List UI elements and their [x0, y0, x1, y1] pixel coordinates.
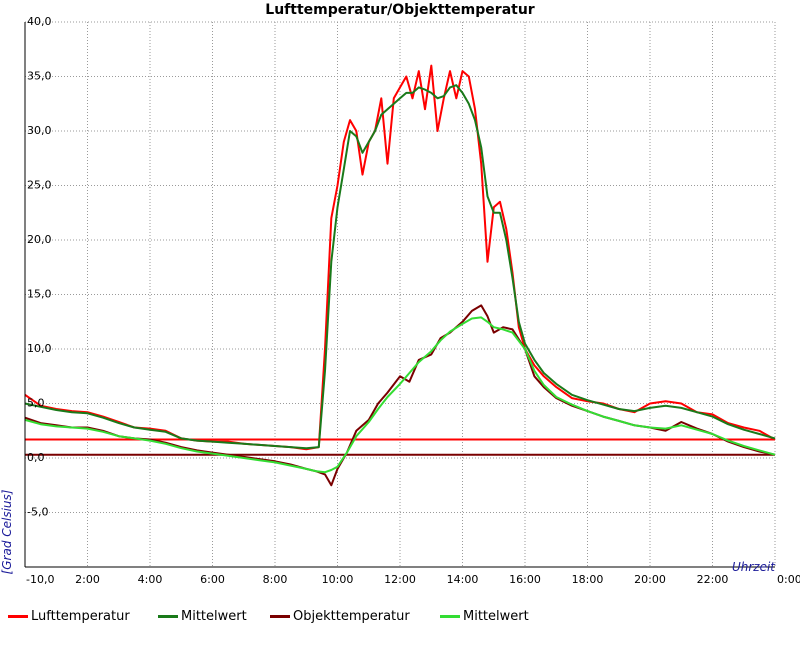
y-tick-label: 15,0: [27, 288, 52, 301]
legend-swatch: [158, 614, 178, 618]
axes: [24, 22, 775, 568]
y-tick-label: 10,0: [27, 342, 52, 355]
legend-label: Lufttemperatur: [31, 608, 130, 624]
legend: Lufttemperatur Mittelwert Objekttemperatur…: [0, 605, 800, 629]
x-tick-label: 22:00: [697, 573, 729, 586]
y-tick-label: 25,0: [27, 179, 52, 192]
legend-swatch: [8, 614, 28, 618]
y-tick-label: 35,0: [27, 70, 52, 83]
legend-swatch: [440, 614, 460, 618]
x-tick-label: 16:00: [509, 573, 541, 586]
series-line-2: [24, 84, 776, 450]
legend-item: Mittelwert: [158, 605, 247, 627]
legend-label: Mittelwert: [463, 608, 529, 624]
x-tick-label: 8:00: [263, 573, 288, 586]
legend-item: Objekttemperatur: [270, 605, 410, 627]
legend-label: Objekttemperatur: [293, 608, 410, 624]
x-tick-label: 4:00: [138, 573, 163, 586]
x-tick-label: 2:00: [75, 573, 100, 586]
y-axis-label: [Grad Celsius]: [0, 489, 14, 574]
x-tick-label: 18:00: [572, 573, 604, 586]
x-tick-label: 14:00: [447, 573, 479, 586]
series-layer: [24, 64, 776, 487]
legend-swatch: [270, 614, 290, 618]
y-tick-labels: 40,0 35,0 30,0 25,0 20,0 15,0 10,0 5,0 0,0 -5,0: [27, 15, 52, 519]
chart-title: Lufttemperatur/Objekttemperatur: [265, 2, 535, 18]
y-tick-label: 5,0: [27, 397, 45, 410]
x-tick-labels: -10,0 2:00 4:00 6:00 8:00 10:00 12:00 14:00 16:0…: [26, 573, 800, 586]
y-tick-label: 20,0: [27, 233, 52, 246]
y-tick-label: -5,0: [27, 506, 48, 519]
series-line-4: [24, 316, 776, 474]
x-tick-label: 20:00: [634, 573, 666, 586]
x-axis-label: Uhrzeit: [732, 560, 776, 574]
y-tick-label: 30,0: [27, 124, 52, 137]
x-tick-label: 0:00: [777, 573, 800, 586]
legend-item: Mittelwert: [440, 605, 529, 627]
x-tick-label: -10,0: [26, 573, 54, 586]
x-tick-label: 12:00: [384, 573, 416, 586]
y-tick-label: 0,0: [27, 451, 45, 464]
legend-item: Lufttemperatur: [8, 605, 130, 627]
legend-label: Mittelwert: [181, 608, 247, 624]
y-tick-label: 40,0: [27, 15, 52, 28]
x-tick-label: 10:00: [322, 573, 354, 586]
x-tick-label: 6:00: [200, 573, 225, 586]
